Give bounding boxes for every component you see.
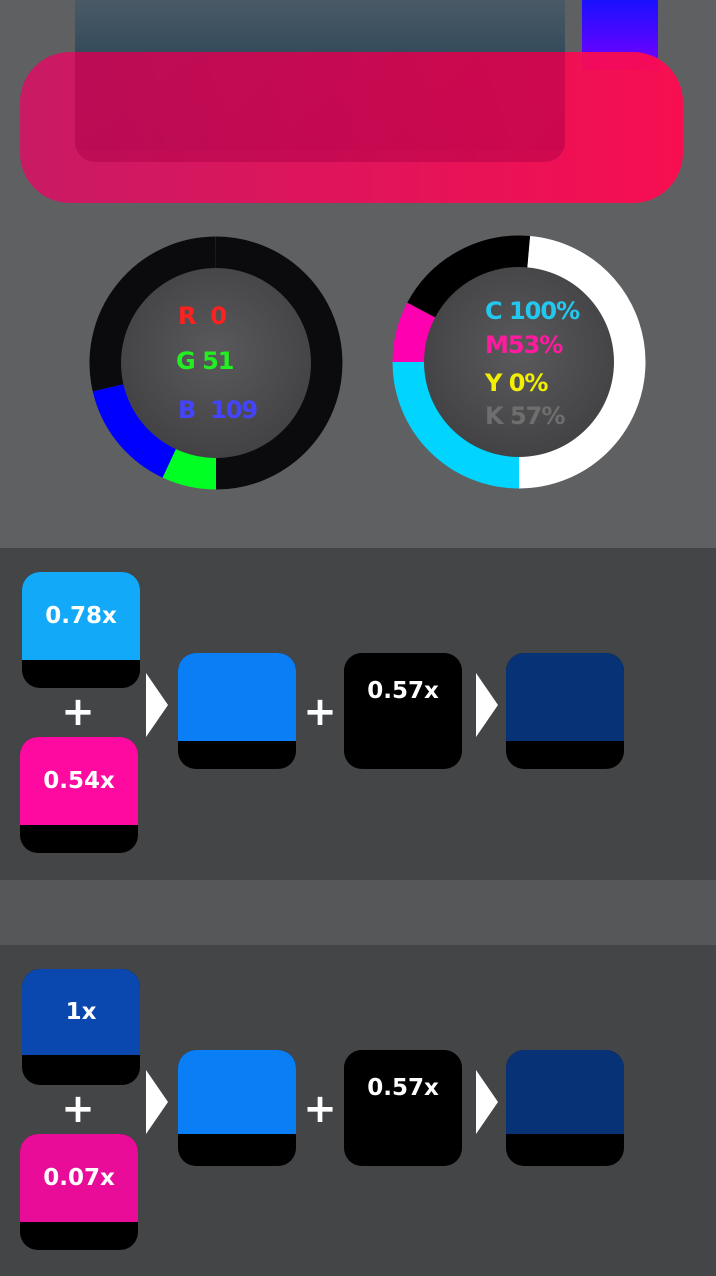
plus-sign: + (61, 689, 95, 735)
magenta-card: 0.54x (20, 737, 138, 853)
m-value: M53% (485, 331, 563, 359)
magenta-factor: 0.54x (20, 737, 138, 826)
cyan-card: 0.78x (22, 572, 140, 688)
blurred-overlay (75, 52, 565, 162)
plus-sign: + (303, 1086, 337, 1132)
cmyk-center (424, 267, 614, 457)
arrow-right-icon (146, 673, 168, 737)
rgb-ring-black (89, 236, 217, 392)
g-label: G (176, 347, 196, 375)
pink-color-banner (20, 52, 683, 203)
magenta-factor: 0.07x (20, 1134, 138, 1223)
plus-sign: + (303, 689, 337, 735)
black-factor: 0.57x (344, 653, 462, 729)
r-label: R (178, 302, 197, 330)
rgb-donut (89, 236, 343, 490)
blue-card: 1x (22, 969, 140, 1085)
arrow-right-icon (476, 673, 498, 737)
cmyk-ring-cyan (392, 361, 520, 489)
mix-card (178, 1050, 296, 1166)
plus-sign: + (61, 1086, 95, 1132)
rgb-ring-green (162, 447, 217, 490)
y-value: Y 0% (485, 369, 548, 397)
black-factor: 0.57x (344, 1050, 462, 1126)
arrow-right-icon (476, 1070, 498, 1134)
c-value: C 100% (485, 297, 580, 325)
magenta-card: 0.07x (20, 1134, 138, 1250)
k-value: K 57% (485, 402, 565, 430)
result-card (506, 1050, 624, 1166)
black-card: 0.57x (344, 1050, 462, 1166)
r-value: 0 (210, 302, 227, 330)
divider-band (0, 880, 716, 945)
black-card: 0.57x (344, 653, 462, 769)
g-value: 51 (202, 347, 234, 375)
cmyk-donut (392, 235, 646, 489)
mix-card (178, 653, 296, 769)
donut-charts (89, 235, 646, 490)
rgb-ring-blue (92, 383, 177, 478)
b-label: B (178, 396, 196, 424)
result-card (506, 653, 624, 769)
arrow-right-icon (146, 1070, 168, 1134)
b-value: 109 (210, 396, 258, 424)
cmyk-ring-magenta (392, 302, 437, 363)
rgb-ring-black (215, 236, 343, 490)
cmyk-ring-black (407, 235, 531, 319)
rgb-center (121, 268, 311, 458)
cyan-factor: 0.78x (22, 572, 140, 661)
cmyk-ring-white (518, 235, 646, 489)
blue-factor: 1x (22, 969, 140, 1055)
